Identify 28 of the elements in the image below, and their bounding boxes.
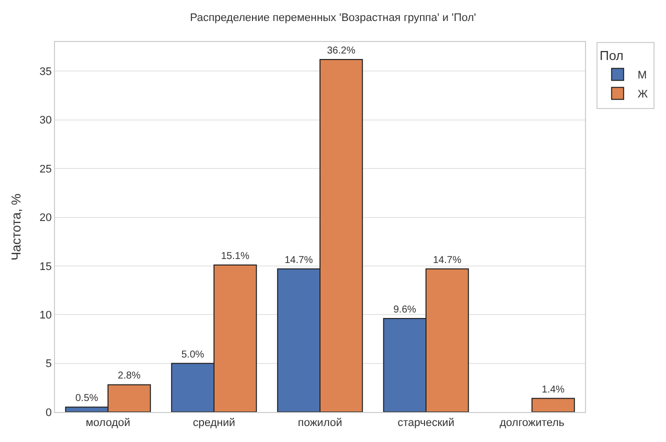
- data-label: 0.5%: [75, 393, 98, 404]
- y-axis-title: Частота, %: [8, 193, 24, 260]
- x-tick-label: старческий: [398, 417, 454, 430]
- legend-title: Пол: [600, 48, 624, 63]
- y-tick-label: 20: [40, 212, 52, 224]
- legend-label: М: [638, 70, 647, 82]
- data-label: 14.7%: [432, 254, 462, 266]
- data-label: 14.7%: [284, 254, 314, 266]
- y-tick-label: 25: [40, 163, 52, 176]
- y-tick-label: 35: [40, 66, 52, 78]
- data-label: 1.4%: [542, 384, 565, 396]
- data-label: 9.6%: [393, 304, 416, 316]
- x-tick-label: пожилой: [298, 417, 342, 430]
- data-label: 36.2%: [326, 46, 356, 57]
- data-label: 2.8%: [118, 370, 141, 382]
- y-tick-label: 0: [46, 406, 52, 419]
- y-tick-label: 10: [40, 309, 52, 322]
- chart-title: Распределение переменных 'Возрастная группа' и 'Пол': [190, 12, 476, 24]
- bar: [532, 398, 575, 412]
- data-label: 15.1%: [220, 250, 250, 262]
- y-tick-label: 15: [40, 260, 52, 273]
- y-tick-label: 30: [40, 114, 52, 127]
- x-tick-label: средний: [192, 417, 236, 430]
- data-label: 5.0%: [181, 349, 204, 360]
- x-tick-label: долгожитель: [500, 417, 565, 430]
- legend-label: Ж: [638, 88, 648, 101]
- x-tick-label: молодой: [86, 417, 130, 430]
- y-tick-label: 5: [46, 358, 52, 370]
